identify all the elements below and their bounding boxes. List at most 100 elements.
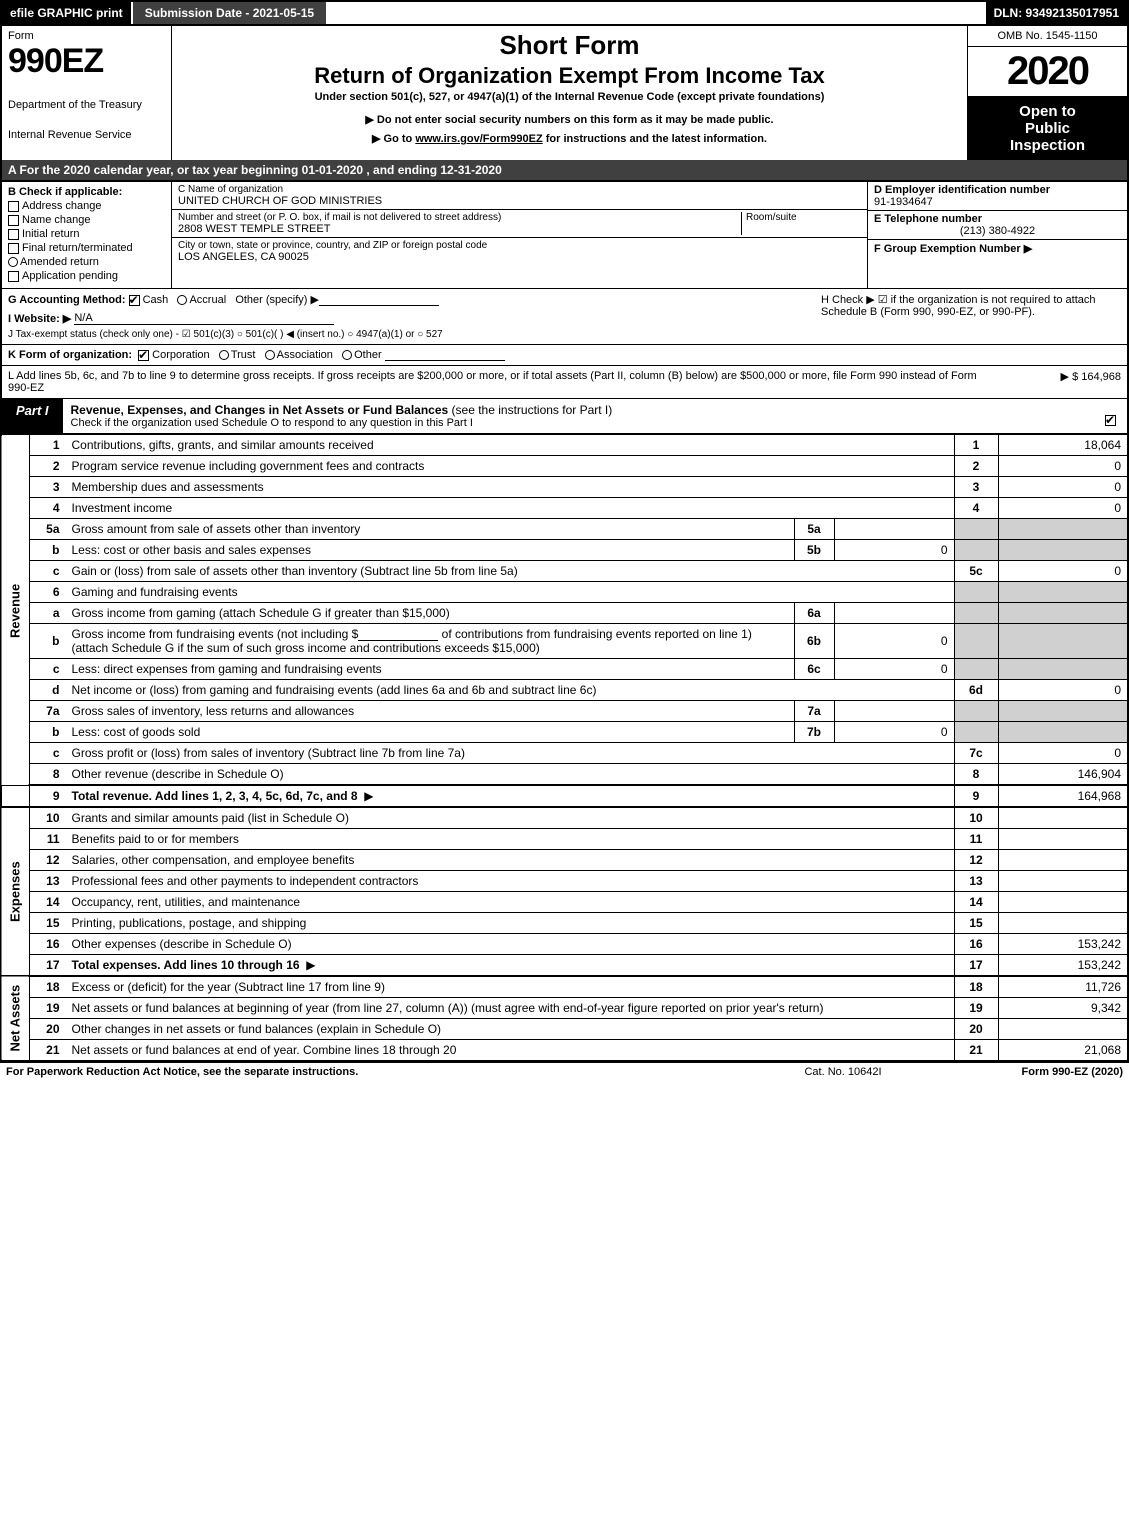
- chk-association[interactable]: [265, 350, 275, 360]
- amt-10: [998, 807, 1128, 829]
- amt-11: [998, 829, 1128, 850]
- val-7a: [834, 701, 954, 722]
- row-5b: b Less: cost or other basis and sales ex…: [1, 540, 1128, 561]
- chk-final-return[interactable]: Final return/terminated: [8, 242, 165, 254]
- l-amount: ▶ $ 164,968: [981, 370, 1121, 394]
- line-a-tax-year: A For the 2020 calendar year, or tax yea…: [0, 160, 1129, 182]
- amt-19: 9,342: [998, 998, 1128, 1019]
- chk-amended-return[interactable]: Amended return: [8, 256, 165, 268]
- part-1-title: Revenue, Expenses, and Changes in Net As…: [63, 399, 1097, 433]
- form-word: Form: [8, 30, 165, 42]
- form-header: Form 990EZ Department of the Treasury In…: [0, 26, 1129, 160]
- footer-paperwork: For Paperwork Reduction Act Notice, see …: [6, 1066, 743, 1078]
- goto-line: ▶ Go to www.irs.gov/Form990EZ for instru…: [180, 132, 959, 145]
- line-h: H Check ▶ ☑ if the organization is not r…: [821, 293, 1121, 318]
- amt-1: 18,064: [998, 435, 1128, 456]
- amt-4: 0: [998, 498, 1128, 519]
- chk-corporation[interactable]: [138, 350, 149, 361]
- amt-12: [998, 850, 1128, 871]
- top-bar: efile GRAPHIC print Submission Date - 20…: [0, 0, 1129, 26]
- g-other-input[interactable]: [319, 305, 439, 306]
- amt-20: [998, 1019, 1128, 1040]
- row-6b: b Gross income from fundraising events (…: [1, 624, 1128, 659]
- org-city: LOS ANGELES, CA 90025: [178, 251, 487, 263]
- k-label: K Form of organization:: [8, 349, 132, 361]
- row-21: 21 Net assets or fund balances at end of…: [1, 1040, 1128, 1061]
- amt-8: 146,904: [998, 764, 1128, 786]
- row-3: 3 Membership dues and assessments 3 0: [1, 477, 1128, 498]
- row-12: 12 Salaries, other compensation, and emp…: [1, 850, 1128, 871]
- goto-pre: ▶ Go to: [372, 133, 415, 145]
- row-6c: c Less: direct expenses from gaming and …: [1, 659, 1128, 680]
- footer-catno: Cat. No. 10642I: [743, 1066, 943, 1078]
- row-7b: b Less: cost of goods sold 7b 0: [1, 722, 1128, 743]
- footer-formid: Form 990-EZ (2020): [943, 1066, 1123, 1078]
- row-18: Net Assets 18 Excess or (deficit) for th…: [1, 976, 1128, 998]
- val-7b: 0: [834, 722, 954, 743]
- part-1-schedule-o-checkbox[interactable]: [1097, 399, 1127, 433]
- chk-name-change[interactable]: Name change: [8, 214, 165, 226]
- website-input[interactable]: N/A: [74, 312, 334, 325]
- k-other-input[interactable]: [385, 360, 505, 361]
- chk-address-change[interactable]: Address change: [8, 200, 165, 212]
- page-footer: For Paperwork Reduction Act Notice, see …: [0, 1061, 1129, 1081]
- dept-irs: Internal Revenue Service: [8, 129, 165, 141]
- room-suite-label: Room/suite: [741, 212, 861, 235]
- chk-accrual[interactable]: [177, 295, 187, 305]
- row-11: 11 Benefits paid to or for members 11: [1, 829, 1128, 850]
- line-j: J Tax-exempt status (check only one) - ☑…: [8, 329, 1121, 340]
- amt-17: 153,242: [998, 955, 1128, 977]
- dln-label: DLN: 93492135017951: [986, 2, 1127, 24]
- chk-application-pending[interactable]: Application pending: [8, 270, 165, 282]
- val-5b: 0: [834, 540, 954, 561]
- efile-print-button[interactable]: efile GRAPHIC print: [2, 2, 131, 24]
- goto-post: for instructions and the latest informat…: [543, 133, 767, 145]
- amt-2: 0: [998, 456, 1128, 477]
- open2: Public: [972, 120, 1123, 137]
- omb-number: OMB No. 1545-1150: [968, 26, 1127, 47]
- open1: Open to: [972, 103, 1123, 120]
- f-label: F Group Exemption Number ▶: [874, 242, 1121, 255]
- ein: 91-1934647: [874, 196, 1121, 208]
- row-10: Expenses 10 Grants and similar amounts p…: [1, 807, 1128, 829]
- g-label: G Accounting Method:: [8, 294, 126, 306]
- row-17: 17 Total expenses. Add lines 10 through …: [1, 955, 1128, 977]
- box-b-title: B Check if applicable:: [8, 186, 165, 198]
- revenue-label: Revenue: [1, 435, 30, 785]
- row-7c: c Gross profit or (loss) from sales of i…: [1, 743, 1128, 764]
- amt-6d: 0: [998, 680, 1128, 701]
- box-c: C Name of organization UNITED CHURCH OF …: [172, 182, 867, 288]
- amt-7c: 0: [998, 743, 1128, 764]
- open-to-public: Open to Public Inspection: [968, 97, 1127, 160]
- amt-21: 21,068: [998, 1040, 1128, 1061]
- amt-15: [998, 913, 1128, 934]
- row-9: 9 Total revenue. Add lines 1, 2, 3, 4, 5…: [1, 785, 1128, 807]
- chk-cash[interactable]: [129, 295, 140, 306]
- c-city-label: City or town, state or province, country…: [178, 240, 487, 251]
- line-l: L Add lines 5b, 6c, and 7b to line 9 to …: [0, 366, 1129, 399]
- row-19: 19 Net assets or fund balances at beginn…: [1, 998, 1128, 1019]
- e-label: E Telephone number: [874, 213, 1121, 225]
- amt-14: [998, 892, 1128, 913]
- val-5a: [834, 519, 954, 540]
- return-title: Return of Organization Exempt From Incom…: [180, 63, 959, 89]
- row-20: 20 Other changes in net assets or fund b…: [1, 1019, 1128, 1040]
- tax-year: 2020: [968, 47, 1127, 97]
- telephone: (213) 380-4922: [874, 225, 1121, 237]
- under-section: Under section 501(c), 527, or 4947(a)(1)…: [180, 91, 959, 103]
- row-6: 6 Gaming and fundraising events: [1, 582, 1128, 603]
- chk-initial-return[interactable]: Initial return: [8, 228, 165, 240]
- row-4: 4 Investment income 4 0: [1, 498, 1128, 519]
- part-1-tab: Part I: [2, 399, 63, 433]
- chk-trust[interactable]: [219, 350, 229, 360]
- header-right: OMB No. 1545-1150 2020 Open to Public In…: [967, 26, 1127, 160]
- chk-other[interactable]: [342, 350, 352, 360]
- part-1-header: Part I Revenue, Expenses, and Changes in…: [0, 399, 1129, 435]
- l-text: L Add lines 5b, 6c, and 7b to line 9 to …: [8, 370, 981, 394]
- org-street: 2808 WEST TEMPLE STREET: [178, 223, 741, 235]
- row-7a: 7a Gross sales of inventory, less return…: [1, 701, 1128, 722]
- c-name-label: C Name of organization: [178, 184, 382, 195]
- short-form-title: Short Form: [180, 30, 959, 61]
- irs-link[interactable]: www.irs.gov/Form990EZ: [415, 133, 542, 145]
- val-6a: [834, 603, 954, 624]
